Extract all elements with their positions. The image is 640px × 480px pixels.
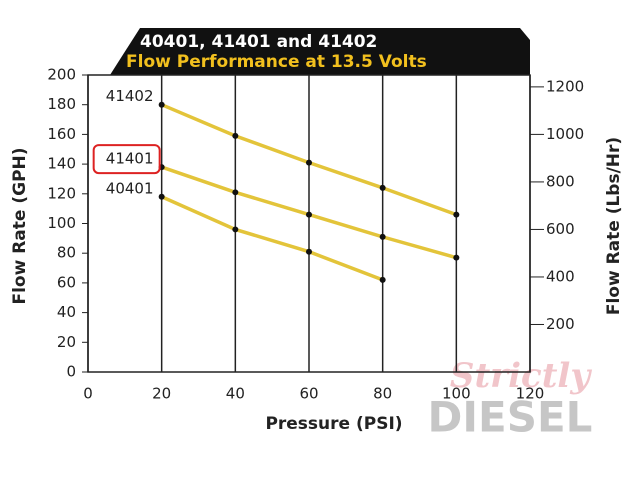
data-point (158, 193, 165, 200)
data-point (232, 132, 239, 139)
series-line (160, 195, 384, 282)
data-point (306, 211, 312, 218)
data-point (232, 189, 239, 196)
y-tick-label: 0 (66, 363, 76, 381)
data-point (379, 184, 386, 191)
x-tick-label: 20 (152, 385, 171, 403)
y2-tick-label: 200 (546, 315, 575, 333)
data-point (306, 248, 312, 255)
y2-tick-label: 1200 (546, 77, 584, 95)
x-axis-label: Pressure (PSI) (265, 414, 402, 434)
y-tick-label: 140 (47, 155, 76, 173)
highlight-box (92, 144, 161, 175)
data-point (158, 101, 165, 108)
chart-title: 40401, 41401 and 41402 (140, 32, 377, 52)
x-tick-label: 40 (226, 385, 245, 403)
y-tick-label: 160 (47, 125, 76, 143)
x-tick-label: 80 (373, 385, 392, 403)
series-label: 41401 (106, 150, 154, 168)
chart-subtitle: Flow Performance at 13.5 Volts (126, 52, 427, 72)
y-tick-label: 20 (57, 333, 76, 351)
y-tick-label: 80 (57, 244, 76, 262)
data-point (379, 276, 386, 283)
y2-axis-label: Flow Rate (Lbs/Hr) (604, 137, 624, 315)
y2-tick-label: 800 (546, 172, 575, 190)
y-tick-label: 120 (47, 184, 76, 202)
data-point (306, 159, 312, 166)
y-tick-label: 200 (47, 66, 76, 84)
y-tick-label: 40 (57, 303, 76, 321)
y-tick-label: 180 (47, 95, 76, 113)
data-point (379, 233, 386, 240)
y-tick-label: 100 (47, 214, 76, 232)
series-label: 41402 (106, 87, 154, 105)
y-axis-label: Flow Rate (GPH) (10, 147, 30, 304)
y2-tick-label: 600 (546, 220, 575, 238)
series-label: 40401 (106, 179, 154, 197)
y2-tick-label: 1000 (546, 125, 584, 143)
data-point (453, 211, 460, 218)
watermark: DIESEL (428, 393, 593, 442)
x-tick-label: 120 (516, 385, 545, 403)
data-point (232, 226, 239, 233)
x-tick-label: 0 (83, 385, 93, 403)
watermark: Strictly (450, 356, 592, 396)
title-banner (110, 28, 530, 75)
y-tick-label: 60 (57, 273, 76, 291)
data-point (453, 254, 460, 261)
x-tick-label: 60 (299, 385, 318, 403)
y2-tick-label: 400 (546, 267, 575, 285)
x-tick-label: 100 (442, 385, 471, 403)
